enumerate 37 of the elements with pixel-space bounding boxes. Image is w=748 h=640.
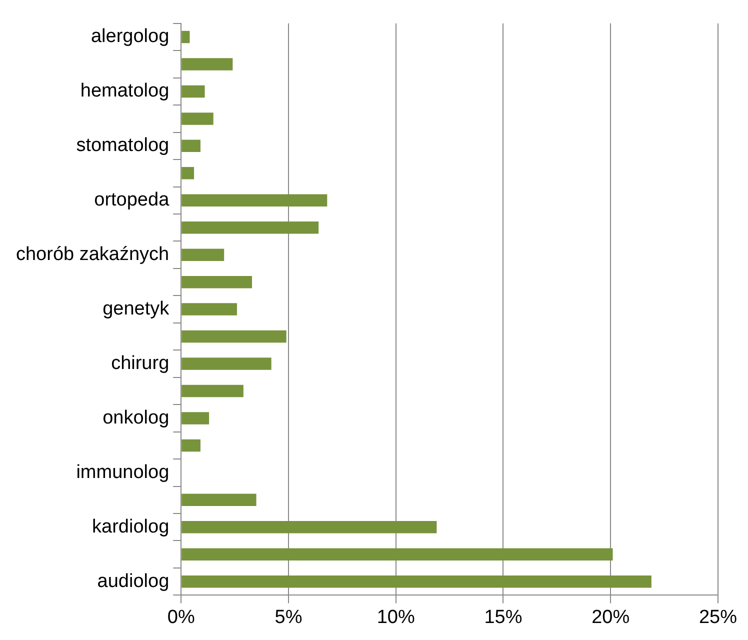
bar <box>182 248 224 261</box>
bar <box>182 548 613 560</box>
y-tick-label: ortopeda <box>94 190 170 211</box>
y-tick-label: genetyk <box>102 298 170 320</box>
bar <box>182 412 210 424</box>
bar <box>182 85 205 98</box>
bar <box>182 521 437 534</box>
bar <box>182 384 244 398</box>
x-tick-label: 15% <box>484 606 522 628</box>
bar <box>182 140 200 152</box>
bar <box>182 221 319 234</box>
bar <box>182 30 190 44</box>
bar <box>182 494 256 506</box>
bar <box>182 358 272 370</box>
y-tick-label: onkolog <box>102 407 170 428</box>
bar <box>182 58 233 70</box>
y-tick-label: kardiolog <box>92 516 170 538</box>
y-tick-label: stomatolog <box>76 135 170 156</box>
y-tick-label: alergolog <box>90 26 170 48</box>
x-tick-label: 25% <box>698 606 738 628</box>
bar <box>182 330 286 343</box>
bar <box>182 276 252 288</box>
y-tick-label: immunolog <box>76 462 170 483</box>
x-tick-label: 20% <box>592 606 630 628</box>
bar <box>182 439 200 452</box>
bar <box>182 303 237 316</box>
bar <box>182 194 328 207</box>
x-tick-label: 10% <box>376 606 415 628</box>
y-tick-label: chirurg <box>111 352 170 374</box>
y-tick-label: chorób zakaźnych <box>16 244 170 266</box>
y-tick-label: hematolog <box>80 80 170 102</box>
bar <box>182 575 652 588</box>
y-tick-label: audiolog <box>97 570 170 592</box>
x-tick-label: 5% <box>274 606 302 628</box>
bar <box>182 167 194 180</box>
bar <box>182 112 214 125</box>
x-tick-label: 0% <box>167 606 195 628</box>
